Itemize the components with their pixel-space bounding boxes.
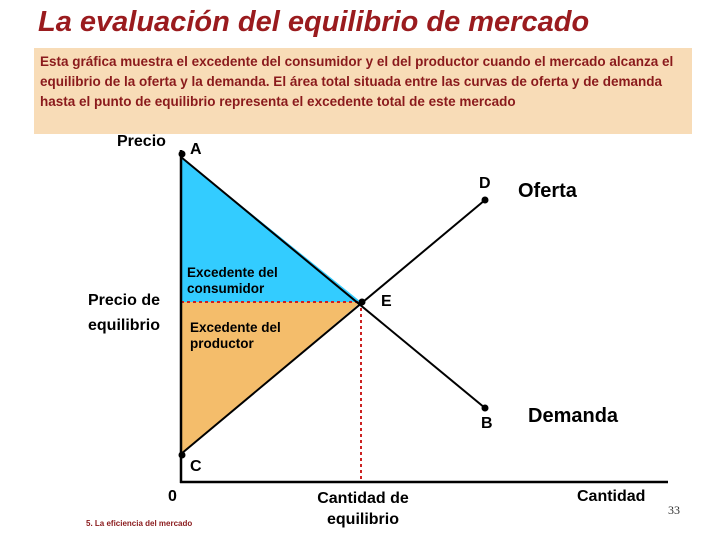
point-d-marker [481,196,489,204]
point-a-label: A [190,141,202,158]
point-a-marker [178,150,186,158]
point-e-marker [358,298,366,306]
consumer-surplus-label-line1: Excedente del [187,265,278,280]
supply-curve [180,199,486,455]
consumer-surplus-label-line2: consumidor [187,281,265,296]
point-b-label: B [481,415,493,432]
equilibrium-price-line2: equilibrio [88,317,160,334]
page-number: 33 [668,503,680,517]
demand-curve-label: Demanda [528,405,619,427]
supply-curve-label: Oferta [518,180,577,202]
producer-surplus-label-line1: Excedente del [190,320,281,335]
equilibrium-price-label: Precio de equilibrio [70,288,178,338]
point-b-marker [481,404,489,412]
consumer-surplus-label: Excedente del consumidor [187,265,278,297]
equilibrium-price-line1: Precio de [87,292,161,309]
origin-label: 0 [168,488,177,505]
y-axis-label: Precio [117,133,166,150]
point-c-marker [178,451,186,459]
point-c-label: C [190,458,202,475]
equilibrium-quantity-line2: equilibrio [327,511,399,528]
footer-text: 5. La eficiencia del mercado [86,519,193,528]
producer-surplus-label: Excedente del productor [190,320,281,352]
equilibrium-quantity-line1: Cantidad de [317,490,409,507]
demand-curve [180,156,486,409]
point-e-label: E [381,293,392,310]
description-box: Esta gráfica muestra el excedente del co… [34,48,692,134]
producer-surplus-label-line2: productor [190,336,254,351]
point-d-label: D [479,175,491,192]
page-title: La evaluación del equilibrio de mercado [38,6,590,38]
equilibrium-quantity-label: Cantidad de equilibrio [296,488,430,530]
x-axis-label: Cantidad [577,488,646,505]
